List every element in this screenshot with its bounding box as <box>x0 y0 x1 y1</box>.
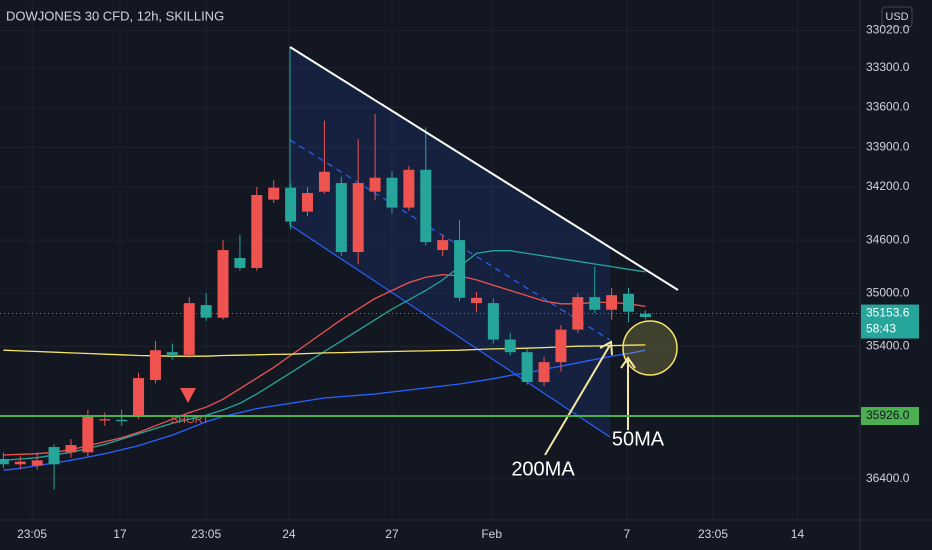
currency[interactable]: USD <box>885 11 908 23</box>
candle-body <box>521 352 533 383</box>
x-tick-label: 23:05 <box>191 527 221 541</box>
candle-body <box>31 460 43 466</box>
candle-body <box>268 187 280 200</box>
candle-body <box>217 250 229 318</box>
candle-body <box>200 305 212 318</box>
moving-averages <box>3 250 646 471</box>
channel-fill <box>290 47 610 437</box>
x-tick-label: 24 <box>282 527 296 541</box>
candle-body <box>639 313 651 318</box>
chart-title: DOWJONES 30 CFD, 12h, SKILLING <box>6 8 224 23</box>
trendline <box>289 46 679 291</box>
candle-body <box>82 415 94 453</box>
ma-line <box>3 349 646 471</box>
candle-body <box>116 419 128 422</box>
level-tag <box>861 407 919 425</box>
channel-mid <box>289 139 611 341</box>
x-tick-label: 27 <box>385 527 399 541</box>
candle-body <box>352 183 364 253</box>
candle-body <box>470 297 482 304</box>
candle-body <box>133 378 145 416</box>
currency-box[interactable] <box>881 6 913 28</box>
level-label: 35926.0 <box>866 408 910 422</box>
candle-body <box>572 297 584 330</box>
candle-body <box>369 177 381 192</box>
candle-body <box>538 362 550 383</box>
y-tick-label: 34200.0 <box>866 179 910 193</box>
ma-line <box>3 344 646 357</box>
candle-body <box>386 177 398 208</box>
y-tick-label: 33300.0 <box>866 60 910 74</box>
candle-body <box>183 303 195 355</box>
highlight-circle <box>622 320 678 376</box>
candle-body <box>335 183 347 253</box>
price-tag <box>861 304 919 339</box>
candle-body <box>251 195 263 268</box>
candle-body <box>302 193 314 212</box>
x-tick-label: Feb <box>481 527 502 541</box>
y-tick-label: 36400.0 <box>866 471 910 485</box>
candle-body <box>606 295 618 310</box>
candle-body <box>149 350 161 381</box>
candle-body <box>437 240 449 251</box>
arrow-head <box>620 356 636 369</box>
y-tick-label: 35000.0 <box>866 285 910 299</box>
sell-arrow <box>180 388 196 403</box>
price-label: 35153.6 <box>866 306 910 320</box>
y-tick-label: 35400.0 <box>866 338 910 352</box>
candle-body <box>504 339 516 353</box>
candle-body <box>166 352 178 355</box>
candle-body <box>234 258 246 268</box>
candle-body <box>420 169 432 243</box>
grid <box>0 0 860 520</box>
candle-body <box>48 447 60 465</box>
candle-body <box>589 297 601 310</box>
annotation: 50MA <box>612 428 665 450</box>
candle-body <box>0 458 9 465</box>
x-tick-label: 23:05 <box>698 527 728 541</box>
candle-body <box>65 445 77 453</box>
y-tick-label: 34600.0 <box>866 232 910 246</box>
arrow-head <box>599 340 613 356</box>
y-tick-label: 33900.0 <box>866 139 910 153</box>
x-tick-label: 23:05 <box>17 527 47 541</box>
ma-line <box>3 250 646 461</box>
overlays: 35926.0 35153.6 58:43 <box>0 304 919 425</box>
ma-line <box>3 273 646 456</box>
candles <box>0 114 651 490</box>
x-tick-label: 7 <box>623 527 630 541</box>
arrow <box>544 344 611 456</box>
candle-body <box>487 303 499 340</box>
candle-body <box>623 293 635 312</box>
candle-body <box>555 329 567 363</box>
y-tick-label: 33020.0 <box>866 23 910 37</box>
candle-body <box>14 461 26 465</box>
candle-body <box>403 169 415 208</box>
x-tick-label: 17 <box>113 527 127 541</box>
y-tick-label: 33600.0 <box>866 100 910 114</box>
candle-body <box>454 240 466 298</box>
candle-body <box>318 171 330 192</box>
channel-lower <box>289 224 611 438</box>
candle-body <box>99 419 111 421</box>
candle-body <box>285 187 297 222</box>
annotation: 200MA <box>511 458 575 480</box>
countdown: 58:43 <box>866 322 896 336</box>
x-tick-label: 14 <box>791 527 805 541</box>
